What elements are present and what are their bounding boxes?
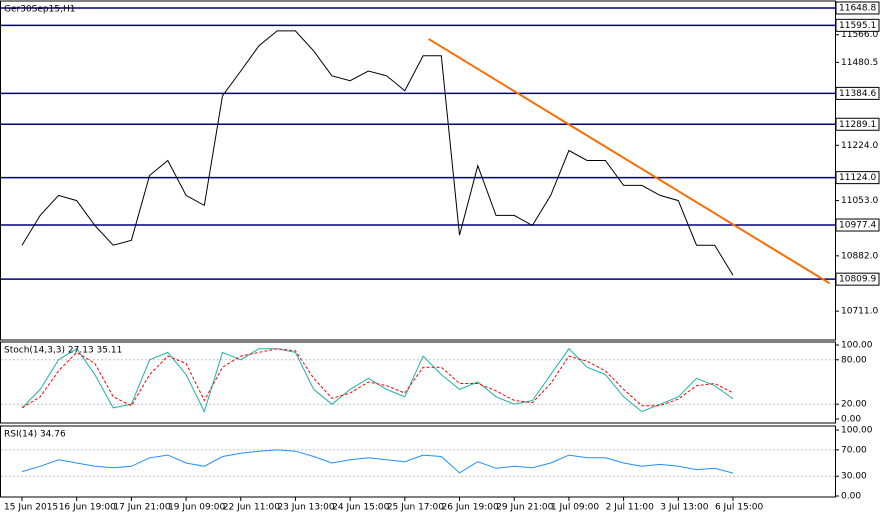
level-label: 11289.1	[839, 120, 876, 130]
x-tick-label: 17 Jun 21:00	[113, 503, 170, 513]
y-tick-label: 10711.0	[841, 307, 878, 317]
level-label-box	[835, 171, 880, 185]
y-tick-label: 70.00	[841, 445, 867, 455]
x-tick-label: 16 Jun 19:00	[59, 503, 116, 513]
x-tick-label: 25 Jun 17:00	[387, 503, 444, 513]
y-tick-label: 0.00	[841, 492, 861, 502]
level-label-box	[835, 117, 880, 131]
y-tick-label: 80.00	[841, 355, 867, 365]
x-tick-label: 3 Jul 13:00	[660, 503, 709, 513]
panel-title: Ger30Sep15,H1	[4, 5, 75, 15]
price-line	[21, 30, 734, 276]
panel-frame	[0, 0, 836, 341]
level-label-box	[835, 218, 880, 232]
y-tick-label: 0.00	[841, 415, 861, 425]
y-tick-label: 11566.0	[841, 30, 878, 40]
level-label-box	[835, 18, 880, 32]
level-label: 11595.1	[839, 21, 876, 31]
x-tick-label: 1 Jul 09:00	[551, 503, 600, 513]
x-tick-label: 15 Jun 2015	[4, 503, 58, 513]
x-tick-label: 6 Jul 15:00	[715, 503, 764, 513]
panel-title: Stoch(14,3,3) 27.13 35.11	[4, 346, 122, 356]
level-label-box	[835, 86, 880, 100]
indicator-line	[21, 449, 734, 474]
level-label: 10809.9	[839, 275, 876, 285]
x-tick-label: 23 Jun 13:00	[277, 503, 334, 513]
level-label-box	[835, 1, 880, 15]
panel-frame	[0, 425, 836, 498]
x-tick-label: 2 Jul 11:00	[606, 503, 655, 513]
level-label-box	[835, 272, 880, 286]
y-tick-label: 100.00	[841, 426, 873, 436]
y-tick-label: 11480.5	[841, 58, 878, 68]
y-tick-label: 30.00	[841, 472, 867, 482]
x-tick-label: 22 Jun 11:00	[223, 503, 280, 513]
panel-frame	[0, 341, 836, 424]
y-tick-label: 11053.0	[841, 196, 878, 206]
panel-title: RSI(14) 34.76	[4, 430, 66, 440]
x-tick-label: 26 Jun 19:00	[442, 503, 499, 513]
level-label: 11124.0	[839, 173, 876, 183]
x-tick-label: 24 Jun 15:00	[332, 503, 389, 513]
level-label: 11384.6	[839, 89, 876, 99]
y-tick-label: 100.00	[841, 340, 873, 350]
trendline	[428, 38, 831, 285]
y-tick-label: 11224.0	[841, 141, 878, 151]
y-tick-label: 10882.0	[841, 251, 878, 261]
level-label: 10977.4	[839, 221, 876, 231]
x-tick-label: 19 Jun 09:00	[168, 503, 225, 513]
indicator-line	[21, 348, 734, 409]
y-tick-label: 20.00	[841, 400, 867, 410]
level-label: 11648.8	[839, 3, 876, 13]
x-tick-label: 29 Jun 21:00	[496, 503, 553, 513]
